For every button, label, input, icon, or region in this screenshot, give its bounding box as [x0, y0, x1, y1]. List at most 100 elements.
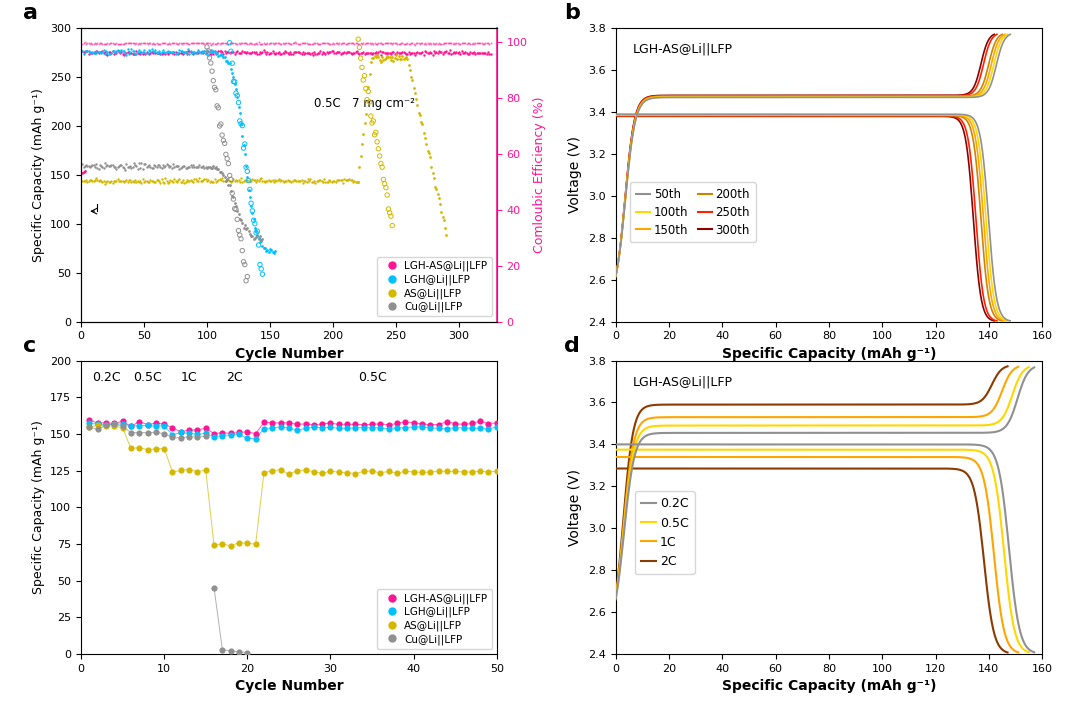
Point — [254, 241, 271, 252]
Point — [139, 47, 157, 59]
Point — [272, 464, 289, 475]
Point — [383, 52, 401, 63]
Point — [130, 38, 147, 49]
Point — [212, 37, 230, 49]
Point — [217, 175, 234, 186]
Point — [297, 48, 314, 59]
Point — [194, 175, 212, 186]
Point — [160, 48, 177, 59]
Point — [227, 200, 244, 211]
Point — [144, 175, 162, 186]
Point — [87, 47, 105, 59]
Point — [131, 442, 148, 453]
Point — [488, 421, 505, 433]
Point — [435, 37, 453, 49]
Point — [434, 38, 451, 49]
Point — [125, 49, 143, 60]
Point — [109, 38, 126, 49]
Point — [190, 162, 207, 173]
Point — [227, 88, 244, 99]
Point — [288, 425, 306, 436]
Point — [375, 47, 392, 58]
Point — [254, 269, 271, 280]
Point — [132, 163, 149, 174]
Point — [450, 47, 468, 58]
Point — [206, 163, 224, 174]
Point — [316, 176, 334, 187]
Point — [429, 188, 446, 199]
Point — [197, 423, 214, 434]
Point — [147, 47, 164, 59]
Point — [224, 187, 241, 199]
Point — [286, 174, 303, 185]
Point — [114, 161, 132, 173]
Point — [309, 47, 326, 59]
Point — [200, 162, 217, 173]
Point — [313, 419, 330, 430]
Point — [160, 160, 177, 171]
Point — [124, 161, 141, 173]
Point — [335, 37, 352, 49]
Point — [119, 46, 136, 57]
Point — [221, 37, 239, 49]
Point — [373, 57, 390, 68]
Point — [170, 38, 187, 49]
Point — [380, 466, 397, 477]
Point — [347, 419, 364, 430]
Point — [94, 161, 111, 173]
Point — [247, 538, 265, 549]
Point — [372, 418, 389, 429]
Point — [227, 204, 244, 215]
Point — [248, 230, 266, 242]
Point — [176, 160, 193, 172]
Point — [76, 37, 93, 48]
Point — [389, 418, 406, 429]
Point — [153, 163, 171, 174]
Point — [108, 163, 125, 175]
Point — [262, 175, 280, 187]
Point — [387, 37, 404, 49]
Point — [138, 162, 156, 173]
Point — [114, 422, 132, 433]
Point — [474, 47, 491, 59]
Point — [417, 132, 434, 144]
Point — [158, 158, 175, 170]
Point — [240, 184, 257, 195]
Point — [237, 259, 254, 270]
Point — [175, 37, 192, 49]
Point — [239, 165, 256, 177]
Point — [318, 37, 335, 48]
Point — [125, 158, 143, 169]
Point — [428, 184, 445, 195]
Point — [365, 115, 382, 127]
Point — [299, 47, 316, 59]
Point — [114, 45, 132, 57]
Point — [222, 428, 240, 439]
Point — [188, 161, 205, 173]
Point — [269, 48, 286, 59]
Point — [81, 421, 98, 433]
Point — [146, 39, 163, 50]
Point — [322, 421, 339, 433]
Point — [170, 48, 187, 59]
Point — [292, 47, 309, 59]
Point — [229, 214, 246, 225]
Point — [313, 468, 330, 479]
Text: 2C: 2C — [227, 371, 243, 384]
Point — [171, 45, 188, 56]
Point — [350, 33, 367, 45]
Point — [146, 47, 163, 58]
Point — [306, 37, 323, 49]
Point — [360, 86, 377, 97]
Point — [299, 173, 316, 185]
Point — [463, 467, 481, 478]
Point — [245, 214, 262, 225]
Point — [100, 47, 118, 58]
Point — [117, 165, 134, 176]
Point — [375, 54, 392, 66]
Point — [449, 47, 467, 59]
Point — [202, 57, 219, 69]
Point — [138, 37, 156, 49]
Point — [89, 419, 106, 430]
Point — [309, 175, 326, 187]
